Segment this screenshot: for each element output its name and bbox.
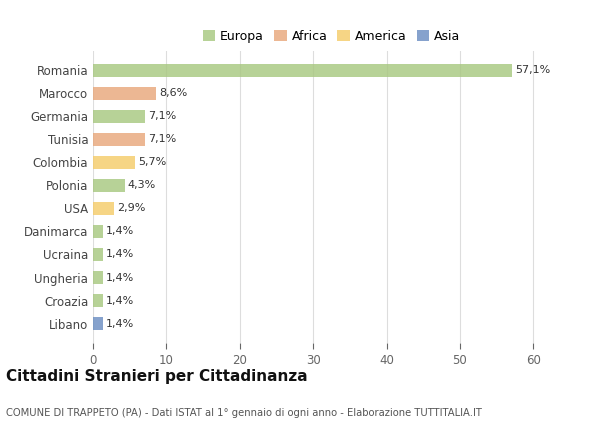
Text: Cittadini Stranieri per Cittadinanza: Cittadini Stranieri per Cittadinanza (6, 369, 308, 384)
Bar (93, 87, 156, 99)
Text: 1,4%: 1,4% (106, 296, 134, 305)
Text: 57,1%: 57,1% (515, 65, 550, 75)
Bar (93, 271, 103, 284)
Bar (93, 202, 114, 215)
Bar (93, 294, 103, 307)
Text: 1,4%: 1,4% (106, 249, 134, 260)
Text: 2,9%: 2,9% (117, 203, 146, 213)
Text: 4,3%: 4,3% (127, 180, 156, 191)
Text: 1,4%: 1,4% (106, 227, 134, 236)
Text: 7,1%: 7,1% (148, 111, 176, 121)
Text: COMUNE DI TRAPPETO (PA) - Dati ISTAT al 1° gennaio di ogni anno - Elaborazione T: COMUNE DI TRAPPETO (PA) - Dati ISTAT al … (6, 408, 482, 418)
Text: 8,6%: 8,6% (159, 88, 187, 98)
Bar (93, 156, 135, 169)
Text: 5,7%: 5,7% (138, 158, 166, 167)
Bar (93, 248, 103, 261)
Bar (93, 225, 103, 238)
Text: 1,4%: 1,4% (106, 272, 134, 282)
Bar (93, 64, 512, 77)
Legend: Europa, Africa, America, Asia: Europa, Africa, America, Asia (200, 28, 463, 46)
Bar (93, 317, 103, 330)
Bar (93, 179, 125, 192)
Bar (93, 110, 145, 123)
Text: 7,1%: 7,1% (148, 134, 176, 144)
Text: 1,4%: 1,4% (106, 319, 134, 329)
Bar (93, 133, 145, 146)
